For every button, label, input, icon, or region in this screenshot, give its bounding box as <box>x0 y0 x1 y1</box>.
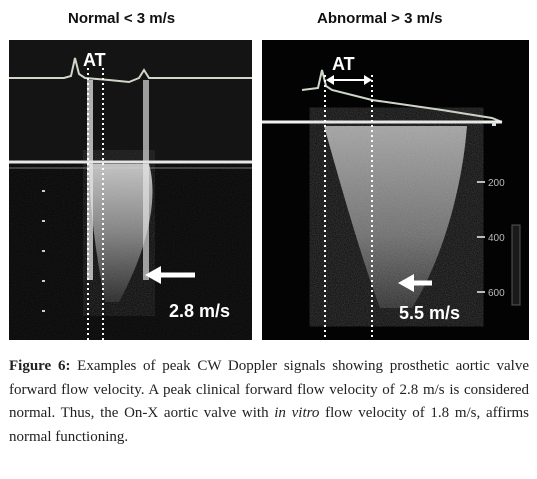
velocity-label: 5.5 m/s <box>399 303 460 323</box>
velocity-arrow <box>145 266 195 284</box>
ecg-trace <box>301 69 503 123</box>
scale-tick-label: 400 <box>488 233 505 244</box>
abnormal-panel-title: Abnormal > 3 m/s <box>317 10 443 27</box>
abnormal-doppler-image: AT 200 400 600 5.5 m/s <box>262 40 529 340</box>
abnormal-doppler-graphic: AT 200 400 600 5.5 m/s <box>262 40 529 340</box>
at-label: AT <box>83 50 106 70</box>
velocity-arrow <box>398 274 432 292</box>
normal-panel-title: Normal < 3 m/s <box>68 10 176 27</box>
at-double-arrow <box>326 75 372 85</box>
velocity-scale: 200 400 600 <box>477 122 521 306</box>
figure-label: Figure 6: <box>9 358 71 374</box>
caption-text-end: flow velocity of 1.8 m/s, affirms normal… <box>9 405 529 445</box>
caption-text: Examples of peak CW Doppler signals show… <box>9 358 530 421</box>
normal-doppler-image: AT 2.8 m/s <box>9 40 252 340</box>
caption-italic: in vitro <box>274 405 320 421</box>
figure-caption: Figure 6: Examples of peak CW Doppler si… <box>9 355 529 449</box>
scale-tick-label: 600 <box>488 288 505 299</box>
scale-tick-label: 200 <box>488 178 505 189</box>
velocity-label: 2.8 m/s <box>169 301 230 321</box>
at-label: AT <box>332 54 355 74</box>
depth-scale <box>42 190 45 312</box>
ecg-trace <box>9 57 252 84</box>
normal-doppler-graphic: AT 2.8 m/s <box>9 40 252 340</box>
